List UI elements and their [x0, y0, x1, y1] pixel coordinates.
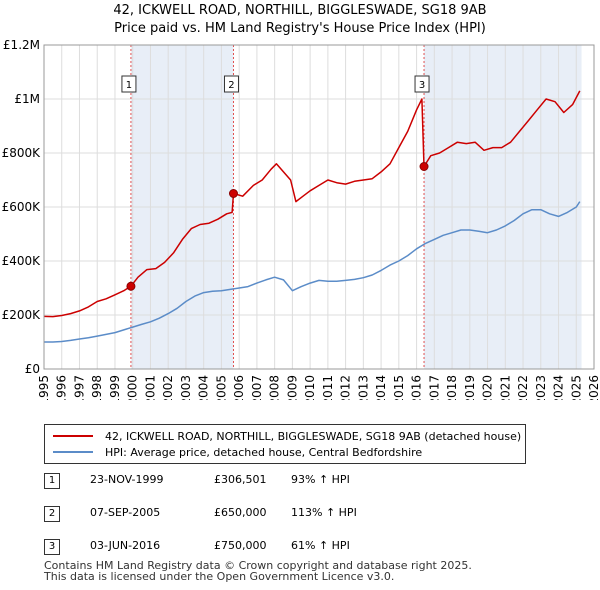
x-tick-label: 2010 [303, 375, 317, 400]
x-tick-label: 1997 [72, 375, 86, 400]
sale-hpi-change: 113% ↑ HPI [291, 506, 357, 519]
x-tick-label: 2004 [197, 375, 211, 400]
legend-swatch-property [53, 435, 93, 437]
sale-price: £750,000 [214, 539, 267, 552]
x-tick-label: 2023 [534, 375, 548, 400]
sale-number-badge: 2 [44, 506, 60, 522]
x-tick-label: 1998 [90, 375, 104, 400]
x-tick-label: 2009 [285, 375, 299, 400]
y-tick-label: £200K [2, 308, 42, 322]
x-tick-label: 2025 [569, 375, 583, 400]
legend-item-property: 42, ICKWELL ROAD, NORTHILL, BIGGLESWADE,… [53, 428, 521, 444]
footer-copyright: Contains HM Land Registry data © Crown c… [44, 559, 472, 572]
x-tick-label: 2021 [498, 375, 512, 400]
x-tick-label: 2007 [250, 375, 264, 400]
plot-frame [43, 44, 595, 370]
sale-point [419, 162, 429, 171]
sale-hpi-change: 61% ↑ HPI [291, 539, 350, 552]
x-tick-label: 1995 [37, 375, 51, 400]
y-tick-label: £600K [2, 200, 42, 214]
x-tick-label: 2026 [587, 375, 600, 400]
sale-row: 1 23-NOV-1999 £306,501 93% ↑ HPI [0, 470, 600, 492]
sale-marker-label: 3 [419, 80, 425, 91]
sale-date: 03-JUN-2016 [90, 539, 161, 552]
x-tick-label: 2020 [481, 375, 495, 400]
sale-point [126, 281, 136, 291]
sale-number-badge: 3 [44, 539, 60, 555]
footer: Contains HM Land Registry data © Crown c… [44, 560, 472, 582]
legend-label-property: 42, ICKWELL ROAD, NORTHILL, BIGGLESWADE,… [105, 429, 522, 443]
chart-title: 42, ICKWELL ROAD, NORTHILL, BIGGLESWADE,… [113, 3, 487, 18]
sale-number-badge: 1 [44, 473, 60, 489]
y-tick-label: £400K [2, 254, 42, 268]
x-tick-label: 2013 [356, 375, 370, 400]
x-tick-label: 1996 [55, 375, 69, 400]
x-tick-label: 2000 [126, 375, 140, 400]
sale-price: £650,000 [214, 506, 267, 519]
x-tick-label: 2006 [232, 375, 246, 400]
legend-item-hpi: HPI: Average price, detached house, Cent… [53, 444, 422, 460]
x-tick-label: 2014 [374, 375, 388, 400]
sale-row: 2 07-SEP-2005 £650,000 113% ↑ HPI [0, 503, 600, 525]
x-tick-label: 2005 [214, 375, 228, 400]
x-tick-label: 2011 [321, 375, 335, 400]
x-tick-label: 2016 [410, 375, 424, 400]
x-tick-label: 2003 [179, 375, 193, 400]
sale-date: 07-SEP-2005 [90, 506, 161, 519]
sale-point [228, 189, 238, 198]
footer-licence: This data is licensed under the Open Gov… [44, 570, 395, 583]
x-tick-label: 2017 [427, 375, 441, 400]
x-tick-label: 2002 [161, 375, 175, 400]
x-tick-label: 2022 [516, 375, 530, 400]
chart-subtitle: Price paid vs. HM Land Registry's House … [114, 21, 486, 36]
legend-swatch-hpi [53, 451, 93, 453]
series-line-property [43, 90, 581, 318]
sale-marker-label: 1 [126, 80, 132, 91]
sale-marker-box [223, 75, 239, 93]
sale-marker-label: 2 [228, 80, 234, 91]
legend: 42, ICKWELL ROAD, NORTHILL, BIGGLESWADE,… [44, 424, 526, 464]
x-tick-label: 2015 [392, 375, 406, 400]
y-tick-label: £1.2M [3, 38, 40, 52]
sale-marker-box [414, 75, 430, 93]
sale-row: 3 03-JUN-2016 £750,000 61% ↑ HPI [0, 536, 600, 558]
legend-label-hpi: HPI: Average price, detached house, Cent… [105, 445, 423, 459]
series-line-hpi [44, 201, 581, 343]
y-tick-label: £800K [2, 146, 42, 160]
sale-marker-box [121, 75, 137, 93]
x-tick-label: 2012 [339, 375, 353, 400]
sale-price: £306,501 [214, 473, 267, 486]
x-tick-label: 2018 [445, 375, 459, 400]
y-tick-label: £0 [25, 362, 40, 376]
x-tick-label: 2019 [463, 375, 477, 400]
y-tick-label: £1M [14, 92, 40, 106]
x-tick-label: 2001 [143, 375, 157, 400]
sale-hpi-change: 93% ↑ HPI [291, 473, 350, 486]
x-tick-label: 2008 [268, 375, 282, 400]
x-tick-label: 2024 [552, 375, 566, 400]
sale-date: 23-NOV-1999 [90, 473, 164, 486]
x-tick-label: 1999 [108, 375, 122, 400]
